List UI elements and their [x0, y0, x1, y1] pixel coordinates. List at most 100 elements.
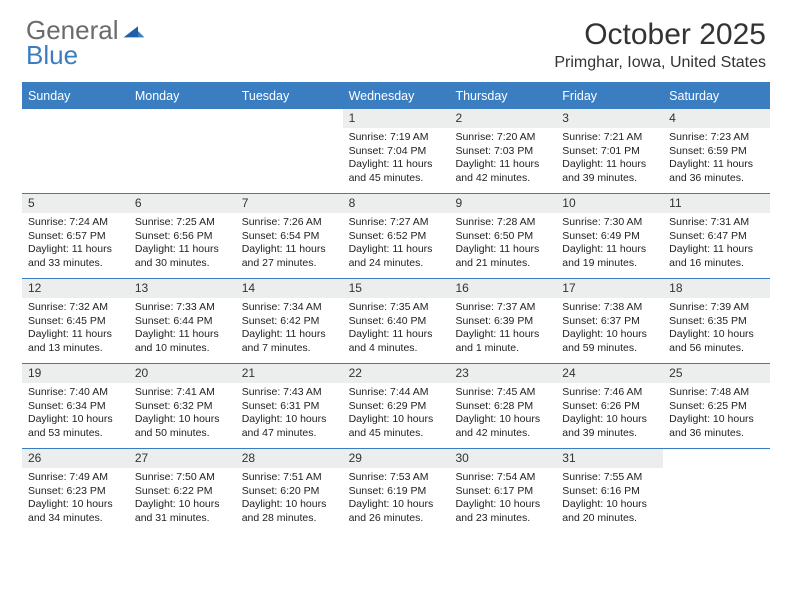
day-body: Sunrise: 7:32 AMSunset: 6:45 PMDaylight:…	[22, 298, 129, 359]
daylight-line: Daylight: 11 hours and 33 minutes.	[28, 243, 123, 270]
sunset-line: Sunset: 6:31 PM	[242, 400, 337, 413]
day-number: 17	[556, 279, 663, 298]
sunrise-line: Sunrise: 7:40 AM	[28, 386, 123, 399]
day-cell: 15Sunrise: 7:35 AMSunset: 6:40 PMDayligh…	[343, 279, 450, 363]
sunrise-line: Sunrise: 7:46 AM	[562, 386, 657, 399]
sunrise-line: Sunrise: 7:20 AM	[455, 131, 550, 144]
day-header-saturday: Saturday	[663, 84, 770, 108]
day-number: 31	[556, 449, 663, 468]
sunset-line: Sunset: 6:52 PM	[349, 230, 444, 243]
day-header-sunday: Sunday	[22, 84, 129, 108]
day-cell: 22Sunrise: 7:44 AMSunset: 6:29 PMDayligh…	[343, 364, 450, 448]
sunrise-line: Sunrise: 7:19 AM	[349, 131, 444, 144]
day-body: Sunrise: 7:26 AMSunset: 6:54 PMDaylight:…	[236, 213, 343, 274]
day-number: 21	[236, 364, 343, 383]
daylight-line: Daylight: 10 hours and 20 minutes.	[562, 498, 657, 525]
sunset-line: Sunset: 7:04 PM	[349, 145, 444, 158]
sunset-line: Sunset: 6:22 PM	[135, 485, 230, 498]
day-cell: 25Sunrise: 7:48 AMSunset: 6:25 PMDayligh…	[663, 364, 770, 448]
sunrise-line: Sunrise: 7:25 AM	[135, 216, 230, 229]
daylight-line: Daylight: 11 hours and 24 minutes.	[349, 243, 444, 270]
day-cell: 28Sunrise: 7:51 AMSunset: 6:20 PMDayligh…	[236, 449, 343, 533]
day-cell: 17Sunrise: 7:38 AMSunset: 6:37 PMDayligh…	[556, 279, 663, 363]
day-number: 23	[449, 364, 556, 383]
sunrise-line: Sunrise: 7:41 AM	[135, 386, 230, 399]
daylight-line: Daylight: 11 hours and 19 minutes.	[562, 243, 657, 270]
day-body: Sunrise: 7:43 AMSunset: 6:31 PMDaylight:…	[236, 383, 343, 444]
sunrise-line: Sunrise: 7:35 AM	[349, 301, 444, 314]
day-cell: 7Sunrise: 7:26 AMSunset: 6:54 PMDaylight…	[236, 194, 343, 278]
day-cell: 6Sunrise: 7:25 AMSunset: 6:56 PMDaylight…	[129, 194, 236, 278]
daylight-line: Daylight: 11 hours and 16 minutes.	[669, 243, 764, 270]
day-header-thursday: Thursday	[449, 84, 556, 108]
sunrise-line: Sunrise: 7:55 AM	[562, 471, 657, 484]
sunrise-line: Sunrise: 7:50 AM	[135, 471, 230, 484]
day-body: Sunrise: 7:38 AMSunset: 6:37 PMDaylight:…	[556, 298, 663, 359]
day-header-monday: Monday	[129, 84, 236, 108]
sunrise-line: Sunrise: 7:39 AM	[669, 301, 764, 314]
day-number: 12	[22, 279, 129, 298]
sunrise-line: Sunrise: 7:48 AM	[669, 386, 764, 399]
day-number: 4	[663, 109, 770, 128]
day-number: 29	[343, 449, 450, 468]
sunset-line: Sunset: 6:19 PM	[349, 485, 444, 498]
sunrise-line: Sunrise: 7:37 AM	[455, 301, 550, 314]
day-body: Sunrise: 7:51 AMSunset: 6:20 PMDaylight:…	[236, 468, 343, 529]
day-number: 7	[236, 194, 343, 213]
daylight-line: Daylight: 10 hours and 39 minutes.	[562, 413, 657, 440]
day-number: 11	[663, 194, 770, 213]
sunrise-line: Sunrise: 7:26 AM	[242, 216, 337, 229]
day-cell: 11Sunrise: 7:31 AMSunset: 6:47 PMDayligh…	[663, 194, 770, 278]
sunrise-line: Sunrise: 7:32 AM	[28, 301, 123, 314]
sunrise-line: Sunrise: 7:27 AM	[349, 216, 444, 229]
daylight-line: Daylight: 10 hours and 26 minutes.	[349, 498, 444, 525]
sunset-line: Sunset: 7:01 PM	[562, 145, 657, 158]
daylight-line: Daylight: 10 hours and 36 minutes.	[669, 413, 764, 440]
sunset-line: Sunset: 6:23 PM	[28, 485, 123, 498]
sunrise-line: Sunrise: 7:45 AM	[455, 386, 550, 399]
day-body: Sunrise: 7:54 AMSunset: 6:17 PMDaylight:…	[449, 468, 556, 529]
sunset-line: Sunset: 6:25 PM	[669, 400, 764, 413]
sunrise-line: Sunrise: 7:49 AM	[28, 471, 123, 484]
day-number: 25	[663, 364, 770, 383]
daylight-line: Daylight: 11 hours and 36 minutes.	[669, 158, 764, 185]
location: Primghar, Iowa, United States	[554, 54, 766, 72]
day-number: 20	[129, 364, 236, 383]
sunset-line: Sunset: 7:03 PM	[455, 145, 550, 158]
day-number: 10	[556, 194, 663, 213]
day-header-wednesday: Wednesday	[343, 84, 450, 108]
sunset-line: Sunset: 6:17 PM	[455, 485, 550, 498]
daylight-line: Daylight: 11 hours and 21 minutes.	[455, 243, 550, 270]
day-body: Sunrise: 7:48 AMSunset: 6:25 PMDaylight:…	[663, 383, 770, 444]
day-number: 19	[22, 364, 129, 383]
sunset-line: Sunset: 6:44 PM	[135, 315, 230, 328]
day-number: 6	[129, 194, 236, 213]
sunset-line: Sunset: 6:16 PM	[562, 485, 657, 498]
daylight-line: Daylight: 11 hours and 10 minutes.	[135, 328, 230, 355]
day-body: Sunrise: 7:27 AMSunset: 6:52 PMDaylight:…	[343, 213, 450, 274]
day-number: 26	[22, 449, 129, 468]
daylight-line: Daylight: 10 hours and 31 minutes.	[135, 498, 230, 525]
daylight-line: Daylight: 10 hours and 23 minutes.	[455, 498, 550, 525]
sunset-line: Sunset: 6:35 PM	[669, 315, 764, 328]
sunset-line: Sunset: 6:49 PM	[562, 230, 657, 243]
sunset-line: Sunset: 6:32 PM	[135, 400, 230, 413]
sunrise-line: Sunrise: 7:33 AM	[135, 301, 230, 314]
day-number: 16	[449, 279, 556, 298]
sunset-line: Sunset: 6:28 PM	[455, 400, 550, 413]
daylight-line: Daylight: 10 hours and 53 minutes.	[28, 413, 123, 440]
day-body: Sunrise: 7:46 AMSunset: 6:26 PMDaylight:…	[556, 383, 663, 444]
day-body: Sunrise: 7:53 AMSunset: 6:19 PMDaylight:…	[343, 468, 450, 529]
daylight-line: Daylight: 10 hours and 42 minutes.	[455, 413, 550, 440]
sunrise-line: Sunrise: 7:53 AM	[349, 471, 444, 484]
day-number: 9	[449, 194, 556, 213]
sunset-line: Sunset: 6:54 PM	[242, 230, 337, 243]
day-cell: 4Sunrise: 7:23 AMSunset: 6:59 PMDaylight…	[663, 109, 770, 193]
header: GeneralBlue October 2025 Primghar, Iowa,…	[0, 0, 792, 76]
day-body: Sunrise: 7:30 AMSunset: 6:49 PMDaylight:…	[556, 213, 663, 274]
day-body: Sunrise: 7:20 AMSunset: 7:03 PMDaylight:…	[449, 128, 556, 189]
day-header-friday: Friday	[556, 84, 663, 108]
sunset-line: Sunset: 6:59 PM	[669, 145, 764, 158]
day-cell: 5Sunrise: 7:24 AMSunset: 6:57 PMDaylight…	[22, 194, 129, 278]
day-cell: 29Sunrise: 7:53 AMSunset: 6:19 PMDayligh…	[343, 449, 450, 533]
